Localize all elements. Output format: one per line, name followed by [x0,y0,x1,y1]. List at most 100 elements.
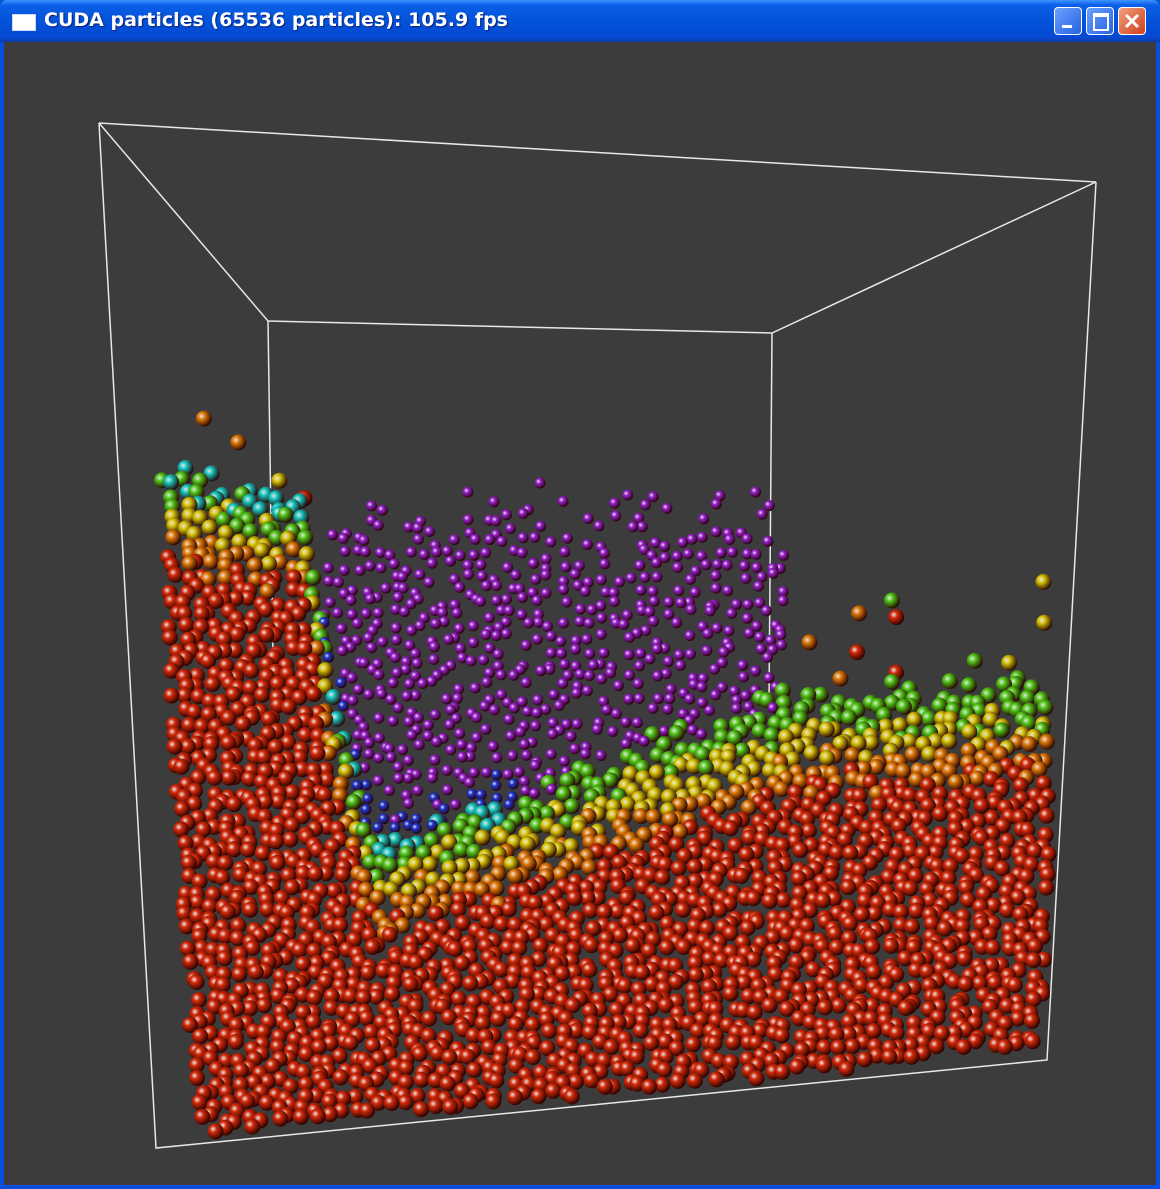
particle [291,689,308,706]
particle [410,648,421,660]
particle [215,511,232,528]
particle [633,693,645,704]
particle [632,1022,649,1039]
particle [967,1033,984,1050]
particle [410,822,422,834]
particle [689,1022,706,1039]
particle [515,726,526,738]
particle [426,557,438,569]
particle [384,549,396,561]
particle [695,793,712,810]
particle [411,1045,428,1062]
particle [259,583,276,600]
particle [571,687,583,699]
particle [383,743,395,755]
particle [441,859,458,876]
particle [865,963,882,980]
particle [739,560,750,572]
particle [709,663,721,675]
particle [718,646,730,658]
particle [492,660,504,672]
particle [295,1063,312,1080]
particle [715,547,727,559]
particle [531,595,543,606]
particle [1031,761,1048,778]
particle [904,918,920,935]
particle [422,719,434,731]
particle [397,582,409,594]
particle [581,1002,598,1019]
particle [323,999,340,1016]
particle [178,617,195,633]
particle [524,1016,541,1033]
particle [625,572,637,584]
particle [373,732,385,744]
particle [677,536,689,548]
particle [428,653,440,665]
particle [672,561,684,573]
particle [231,966,248,983]
particle [517,532,529,544]
particle [493,621,505,633]
particle [336,623,348,635]
particle [444,719,456,731]
particle [1026,842,1043,859]
particle [269,854,286,871]
particle [565,730,577,742]
particle [801,634,818,651]
particle [258,626,275,643]
particle [181,555,198,572]
particle [332,776,349,793]
particle [331,1047,348,1064]
particle [354,564,366,576]
maximize-button[interactable] [1086,7,1114,35]
particle [641,1078,658,1095]
particle [546,783,558,795]
particle [390,622,402,634]
particle [739,919,756,936]
particle [734,742,751,759]
particle [173,758,190,775]
particle [647,702,659,714]
particle [442,1098,459,1115]
particle [292,1108,309,1125]
minimize-button[interactable] [1054,7,1082,35]
particle [595,600,607,612]
particle [1027,938,1043,955]
particle [792,710,809,727]
particle [863,734,880,751]
particle [673,585,685,597]
particle [414,620,426,632]
particle [488,704,500,716]
particle [413,1071,430,1088]
particle [337,700,349,712]
particle [773,988,790,1005]
particle [776,639,788,651]
particle [474,829,491,846]
particle [685,604,697,615]
particle [173,821,190,838]
particle [737,659,749,671]
particle [392,761,404,773]
particle [684,573,696,585]
particle [228,1033,244,1050]
particle [641,942,657,959]
particle [928,1038,945,1055]
particle [704,704,716,716]
particle [577,977,594,994]
particle [639,571,651,583]
close-button[interactable] [1118,7,1146,35]
particle [562,669,574,681]
particle [660,668,672,680]
particle [851,605,868,622]
particle [479,700,491,712]
particle [517,592,528,603]
particle [920,710,937,727]
particle [516,696,528,708]
particle [726,729,743,746]
particle [1009,889,1026,906]
particle [332,1069,349,1086]
particle [495,604,507,616]
particle [648,595,660,607]
particle [242,879,259,895]
